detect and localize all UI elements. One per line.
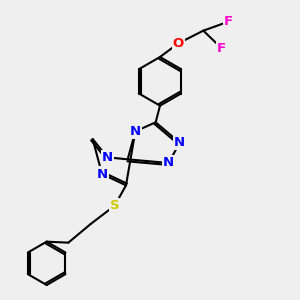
Text: O: O [173, 37, 184, 50]
Text: N: N [96, 167, 108, 181]
Text: F: F [217, 42, 226, 55]
Text: N: N [163, 157, 174, 169]
Text: N: N [174, 136, 185, 149]
Text: N: N [102, 151, 113, 164]
Text: S: S [110, 199, 119, 212]
Text: N: N [130, 125, 141, 138]
Text: F: F [224, 15, 233, 28]
